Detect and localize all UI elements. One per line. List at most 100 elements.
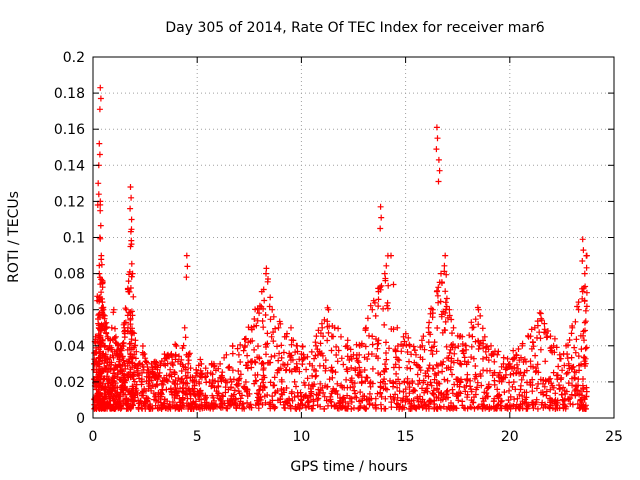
data-point <box>334 391 341 398</box>
data-point <box>321 393 328 400</box>
data-point <box>462 388 469 395</box>
data-point <box>256 354 262 361</box>
data-point <box>354 371 361 378</box>
data-point <box>107 366 114 373</box>
data-point <box>122 391 129 398</box>
data-point <box>333 387 340 394</box>
data-point <box>128 308 135 315</box>
data-point <box>299 361 306 368</box>
data-point <box>406 384 413 391</box>
data-point <box>406 358 412 365</box>
data-point <box>564 351 571 358</box>
data-point <box>563 403 570 410</box>
data-point <box>340 395 347 402</box>
data-point <box>577 397 584 404</box>
data-point <box>538 401 545 408</box>
data-point <box>319 384 326 391</box>
data-point <box>485 357 492 364</box>
data-point <box>348 375 355 382</box>
data-point <box>579 258 586 264</box>
data-point <box>572 349 579 356</box>
data-point <box>514 361 520 368</box>
data-point <box>132 355 139 362</box>
data-point <box>175 375 182 382</box>
data-point <box>344 368 351 375</box>
data-point <box>212 378 218 384</box>
data-point <box>334 380 341 387</box>
data-point <box>218 392 225 399</box>
data-point <box>131 342 138 349</box>
data-point <box>575 299 582 306</box>
x-tick-label: 20 <box>501 429 519 445</box>
data-point <box>171 369 178 376</box>
data-point <box>363 324 369 331</box>
data-point <box>422 402 429 409</box>
data-point <box>475 346 482 352</box>
data-point <box>394 324 401 331</box>
data-point <box>518 376 525 383</box>
data-point <box>181 324 188 331</box>
data-point <box>319 324 326 331</box>
data-point <box>263 265 270 272</box>
data-point <box>384 302 390 309</box>
data-point <box>495 401 502 408</box>
data-point <box>96 106 103 113</box>
data-point <box>317 403 324 410</box>
data-point <box>515 346 522 352</box>
data-point <box>582 406 589 412</box>
data-point <box>317 340 324 347</box>
data-point <box>197 356 204 363</box>
data-point <box>106 342 113 349</box>
data-point <box>572 318 579 325</box>
data-point <box>288 352 295 359</box>
data-point <box>384 305 391 312</box>
data-point <box>245 339 252 346</box>
data-point <box>378 282 385 289</box>
data-point <box>202 365 209 372</box>
data-point <box>523 389 530 396</box>
data-point <box>301 393 308 400</box>
data-point <box>575 353 582 360</box>
data-point <box>259 387 266 394</box>
data-point <box>504 355 511 362</box>
data-point <box>513 351 520 358</box>
data-point <box>180 342 187 349</box>
data-point <box>290 337 297 344</box>
data-point <box>481 333 488 340</box>
data-point <box>211 384 218 391</box>
data-point <box>335 405 342 412</box>
data-point <box>324 337 331 344</box>
data-point <box>103 324 110 330</box>
data-point <box>142 358 149 365</box>
data-point <box>403 393 409 400</box>
data-point <box>571 344 578 351</box>
data-point <box>313 333 320 340</box>
data-point <box>277 320 284 327</box>
data-point <box>448 316 455 323</box>
data-point <box>521 356 528 363</box>
data-point <box>272 404 279 411</box>
data-point <box>498 397 505 404</box>
data-point <box>464 391 471 398</box>
data-point <box>94 297 101 304</box>
data-point <box>472 316 479 323</box>
data-point <box>98 252 105 259</box>
data-point <box>477 339 484 346</box>
data-point <box>369 341 376 348</box>
data-point <box>104 369 111 376</box>
data-point <box>282 367 289 374</box>
data-point <box>401 404 408 411</box>
data-point <box>160 360 167 367</box>
data-point <box>392 391 399 398</box>
data-point <box>369 306 376 313</box>
data-point <box>420 377 427 384</box>
data-point <box>251 346 258 353</box>
data-point <box>266 303 273 310</box>
data-point <box>278 342 285 349</box>
data-point <box>309 381 316 388</box>
data-point <box>583 264 590 271</box>
data-point <box>435 284 442 291</box>
data-point <box>313 391 320 398</box>
data-point <box>378 393 385 400</box>
data-point <box>400 333 407 340</box>
